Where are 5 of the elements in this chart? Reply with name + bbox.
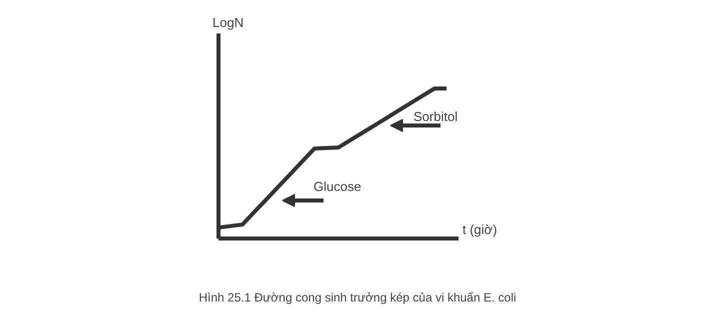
annotation: Glucose (314, 179, 362, 194)
text: Hình 25.1 Đường cong sinh trưởng kép của vi khuẩn E. coli (198, 290, 516, 304)
y-axis-title: LogN (212, 15, 244, 30)
x-axis-title: t (giờ) (462, 222, 498, 237)
annotation: Sorbitol (414, 109, 458, 124)
